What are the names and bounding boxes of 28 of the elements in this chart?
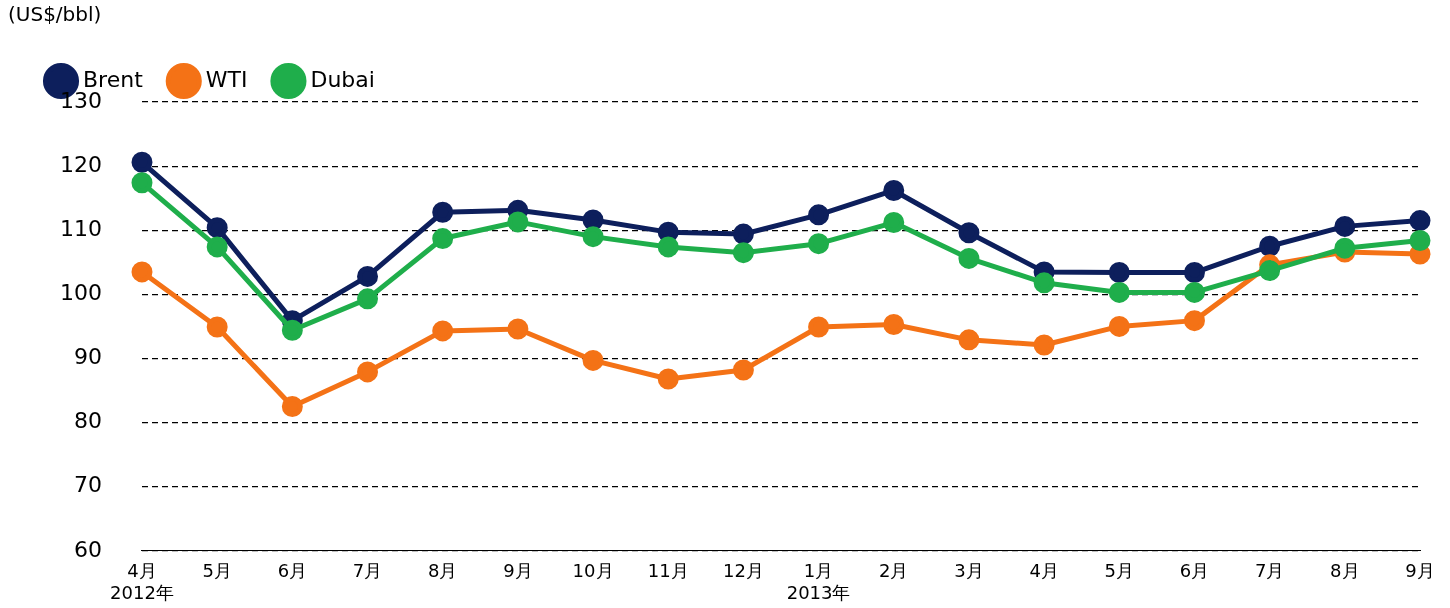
- x-tick-label: 5月: [202, 560, 232, 582]
- x-tick-label: 7月: [1254, 560, 1285, 582]
- x-tick-label: 4月 2012年: [110, 560, 174, 603]
- x-tick-label: 6月: [1179, 560, 1210, 582]
- x-tick-label: 3月: [954, 560, 984, 582]
- x-tick-label: 10月: [572, 560, 614, 582]
- y-tick-label: 60: [73, 536, 102, 562]
- legend-label: Dubai: [310, 66, 375, 92]
- x-tick-label: 2月: [879, 560, 909, 582]
- y-tick-label: 90: [73, 344, 102, 370]
- y-tick-label: 70: [73, 472, 102, 498]
- x-tick-label: 12月: [722, 560, 764, 582]
- x-tick-label: 5月: [1104, 560, 1135, 582]
- y-tick-label: 110: [59, 215, 102, 241]
- x-tick-label: 11月: [647, 560, 689, 582]
- legend-label: WTI: [205, 66, 248, 92]
- x-tick-label: 9月: [1405, 560, 1435, 582]
- x-tick-label: 8月: [427, 560, 458, 582]
- x-tick-label: 7月: [352, 560, 383, 582]
- y-tick-label: 100: [59, 280, 102, 306]
- x-tick-label: 1月 2013年: [786, 560, 851, 603]
- x-tick-label: 9月: [503, 560, 533, 582]
- y-tick-label: 120: [59, 151, 102, 177]
- x-tick-label: 8月: [1330, 560, 1360, 582]
- y-tick-label: 80: [73, 408, 102, 434]
- y-axis-title: (US$/bbl): [8, 2, 102, 27]
- x-tick-label: 4月: [1029, 560, 1059, 582]
- x-tick-label: 6月: [277, 560, 308, 582]
